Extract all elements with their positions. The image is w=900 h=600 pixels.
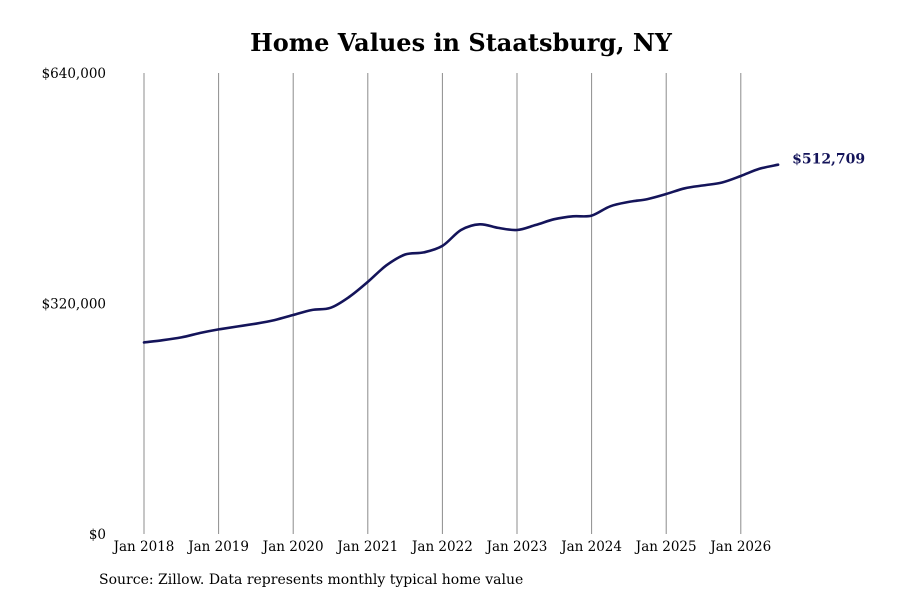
x-tick-label: Jan 2024 xyxy=(559,539,622,555)
y-axis-ticks: $0 $320,000 $640,000 xyxy=(42,66,106,543)
x-tick-label: Jan 2019 xyxy=(186,539,249,555)
chart-title: Home Values in Staatsburg, NY xyxy=(250,28,673,57)
x-tick-label: Jan 2021 xyxy=(335,539,398,555)
end-value-label: $512,709 xyxy=(792,152,865,168)
grid-lines xyxy=(143,73,742,534)
series-line xyxy=(142,163,780,344)
source-note: Source: Zillow. Data represents monthly … xyxy=(99,572,524,588)
x-tick-label: Jan 2025 xyxy=(634,539,697,555)
y-tick-label: $0 xyxy=(89,527,106,543)
x-tick-label: Jan 2023 xyxy=(485,539,548,555)
x-tick-label: Jan 2026 xyxy=(708,539,771,555)
x-tick-label: Jan 2022 xyxy=(410,539,473,555)
x-axis-ticks: Jan 2018 Jan 2019 Jan 2020 Jan 2021 Jan 2022… xyxy=(112,539,772,555)
x-tick-label: Jan 2018 xyxy=(112,539,175,555)
y-tick-label: $320,000 xyxy=(42,297,106,313)
x-tick-label: Jan 2020 xyxy=(261,539,324,555)
y-tick-label: $640,000 xyxy=(42,66,106,82)
